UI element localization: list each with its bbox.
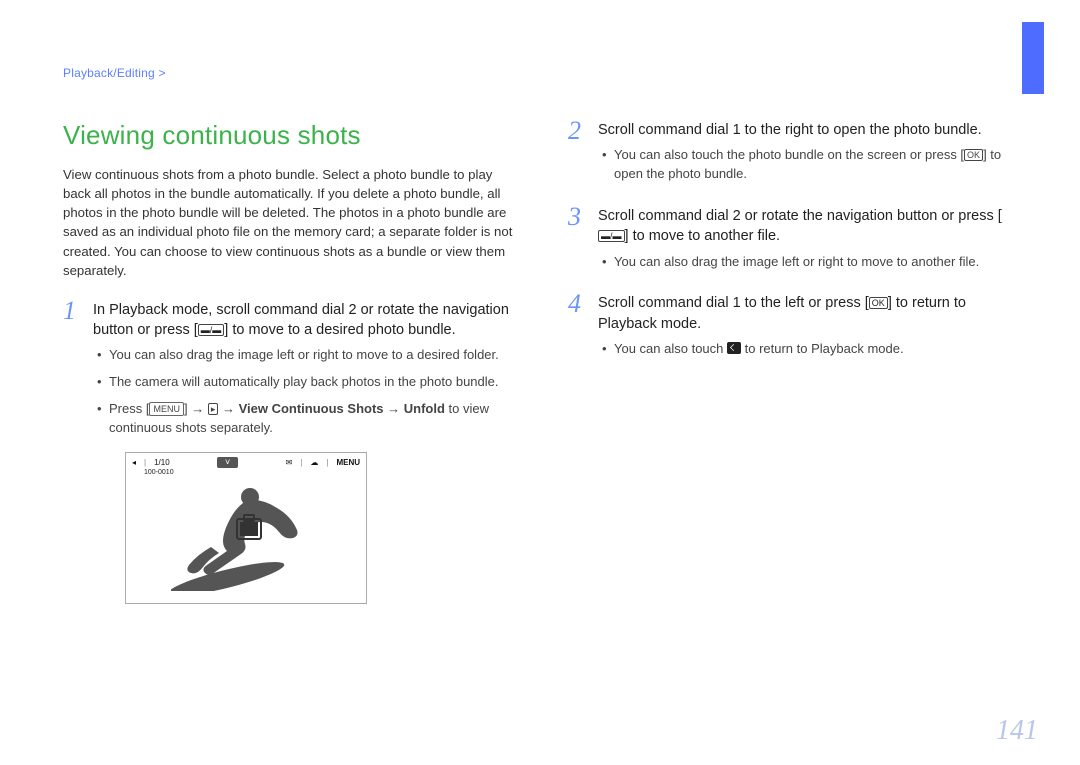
- step-2: 2 Scroll command dial 1 to the right to …: [568, 120, 1023, 198]
- camera-preview-box: ◂ | 1/10 ˅ ✉ | ☁ | MENU 100-0010: [125, 452, 367, 604]
- back-arrow-icon: ◂: [132, 458, 136, 467]
- step-2-sub1: You can also touch the photo bundle on t…: [602, 146, 1023, 184]
- step-2-sub1-a: You can also touch the photo bundle on t…: [614, 147, 964, 162]
- step-4-subitems: You can also touch to return to Playback…: [598, 340, 1023, 359]
- divider: |: [326, 458, 328, 467]
- preview-folder-label: 100-0010: [144, 469, 174, 476]
- step-number: 1: [63, 298, 79, 602]
- step-2-text: Scroll command dial 1 to the right to op…: [598, 120, 1023, 140]
- step-4-sub1: You can also touch to return to Playback…: [602, 340, 1023, 359]
- step-1: 1 In Playback mode, scroll command dial …: [63, 300, 518, 604]
- preview-counter: 1/10: [154, 458, 170, 467]
- right-column: 2 Scroll command dial 1 to the right to …: [568, 120, 1023, 612]
- chevron-down-icon: ˅: [217, 457, 238, 468]
- step-3-text-a: Scroll command dial 2 or rotate the navi…: [598, 208, 1002, 224]
- section-heading: Viewing continuous shots: [63, 120, 518, 151]
- step-3-sub1: You can also drag the image left or righ…: [602, 253, 1023, 272]
- updown-key-icon: ▬/▬: [198, 324, 225, 336]
- step-1-sub3-d: →: [384, 401, 404, 416]
- step-1-sub3: Press [MENU] → ▸ → View Continuous Shots…: [97, 400, 518, 438]
- step-1-text-b: ] to move to a desired photo bundle.: [224, 322, 455, 338]
- play-key-icon: ▸: [208, 403, 219, 415]
- step-3-text: Scroll command dial 2 or rotate the navi…: [598, 206, 1023, 247]
- intro-paragraph: View continuous shots from a photo bundl…: [63, 165, 518, 280]
- step-1-subitems: You can also drag the image left or righ…: [93, 346, 518, 437]
- step-1-sub3-a: Press [: [109, 401, 149, 416]
- step-number: 4: [568, 291, 584, 370]
- breadcrumb: Playback/Editing >: [63, 66, 166, 80]
- preview-menu-label: MENU: [336, 458, 360, 467]
- step-3-text-b: ] to move to another file.: [625, 228, 781, 244]
- section-color-tab: [1022, 22, 1044, 94]
- step-1-text: In Playback mode, scroll command dial 2 …: [93, 300, 518, 341]
- step-4-sub1-a: You can also touch: [614, 341, 727, 356]
- step-3: 3 Scroll command dial 2 or rotate the na…: [568, 206, 1023, 285]
- content-columns: Viewing continuous shots View continuous…: [63, 120, 1023, 612]
- step-4-sub1-b: to return to Playback mode.: [741, 341, 904, 356]
- left-column: Viewing continuous shots View continuous…: [63, 120, 518, 612]
- step-1-sub3-c: →: [218, 401, 238, 416]
- mail-icon: ✉: [286, 458, 293, 467]
- step-4-text: Scroll command dial 1 to the left or pre…: [598, 293, 1023, 334]
- step-number: 2: [568, 118, 584, 196]
- divider: |: [300, 458, 302, 467]
- page-number: 141: [996, 715, 1038, 747]
- step-4: 4 Scroll command dial 1 to the left or p…: [568, 293, 1023, 372]
- step-1-sub2: The camera will automatically play back …: [97, 373, 518, 392]
- step-2-subitems: You can also touch the photo bundle on t…: [598, 146, 1023, 184]
- step-1-sub1: You can also drag the image left or righ…: [97, 346, 518, 365]
- snowboarder-silhouette: [171, 481, 321, 591]
- step-1-sub3-b: ] →: [184, 401, 208, 416]
- cloud-icon: ☁: [310, 458, 318, 467]
- step-3-subitems: You can also drag the image left or righ…: [598, 253, 1023, 272]
- divider: |: [144, 458, 146, 467]
- step-4-text-a: Scroll command dial 1 to the left or pre…: [598, 295, 869, 311]
- return-icon: [727, 342, 741, 354]
- ok-key-icon: OK: [964, 149, 983, 161]
- step-1-sub3-bold1: View Continuous Shots: [239, 401, 384, 416]
- ok-key-icon: OK: [869, 297, 888, 309]
- step-number: 3: [568, 204, 584, 283]
- updown-key-icon: ▬/▬: [598, 230, 625, 242]
- step-1-sub3-bold2: Unfold: [404, 401, 445, 416]
- menu-key-icon: MENU: [149, 402, 184, 416]
